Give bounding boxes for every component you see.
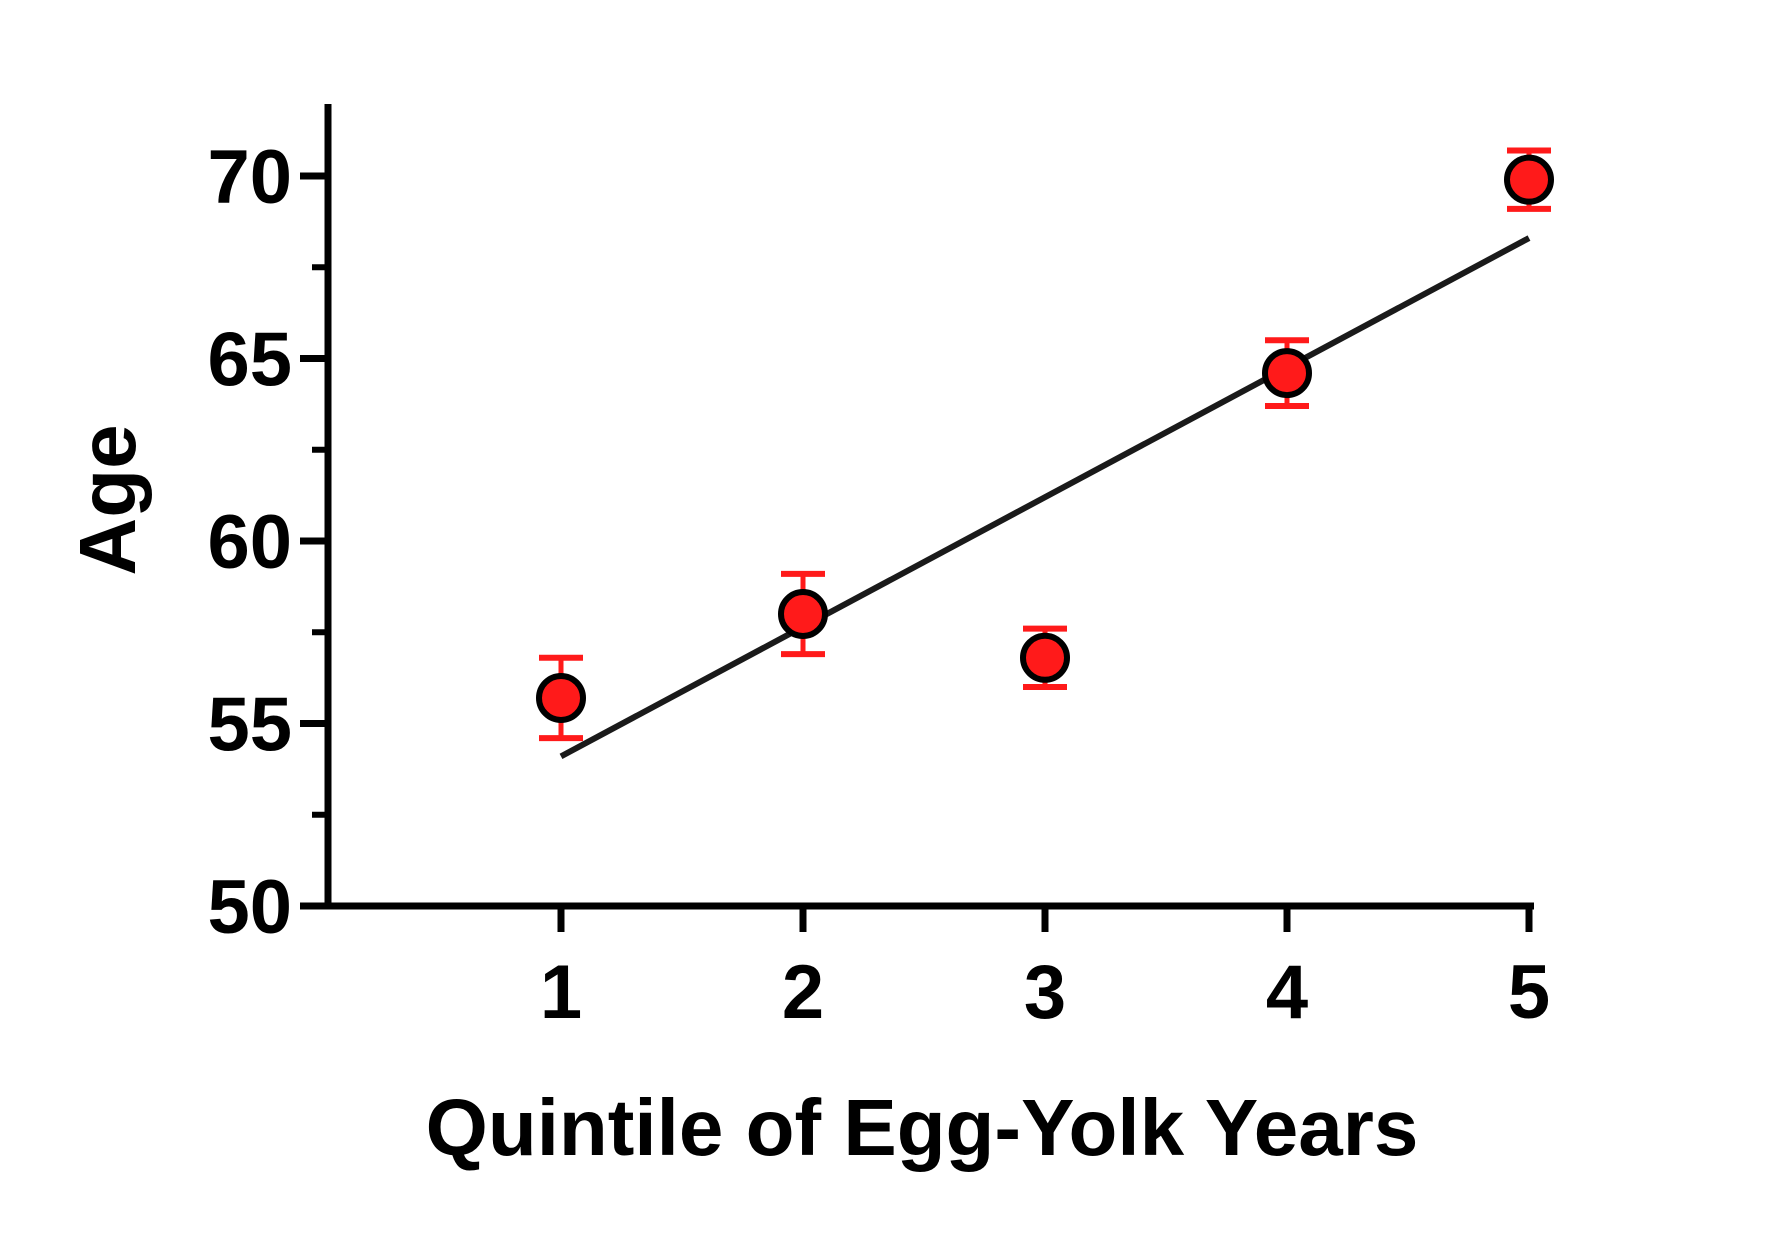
data-point [1262, 348, 1312, 399]
trendline-group [559, 235, 1531, 759]
tick-labels: 50 55 60 65 70 1 2 3 4 5 [207, 135, 1550, 1035]
x-tick-label: 3 [1024, 950, 1066, 1035]
axes [300, 104, 1534, 932]
y-tick-label: 50 [207, 865, 292, 950]
data-points [536, 154, 1554, 723]
x-tick-label: 2 [782, 950, 824, 1035]
data-point [778, 589, 828, 639]
x-tick-label: 1 [540, 950, 582, 1035]
y-tick-label: 55 [207, 683, 292, 768]
trend-line [559, 235, 1531, 759]
y-tick-label: 60 [207, 500, 292, 585]
data-point [1020, 632, 1070, 683]
y-tick-label: 70 [207, 135, 292, 220]
x-axis-label: Quintile of Egg-Yolk Years [426, 1083, 1419, 1172]
y-tick-label: 65 [207, 318, 292, 403]
x-tick-label: 5 [1508, 950, 1550, 1035]
y-axis-label: Age [63, 424, 152, 575]
x-tick-label: 4 [1266, 950, 1308, 1035]
data-point [1504, 154, 1554, 205]
data-point [536, 672, 586, 723]
